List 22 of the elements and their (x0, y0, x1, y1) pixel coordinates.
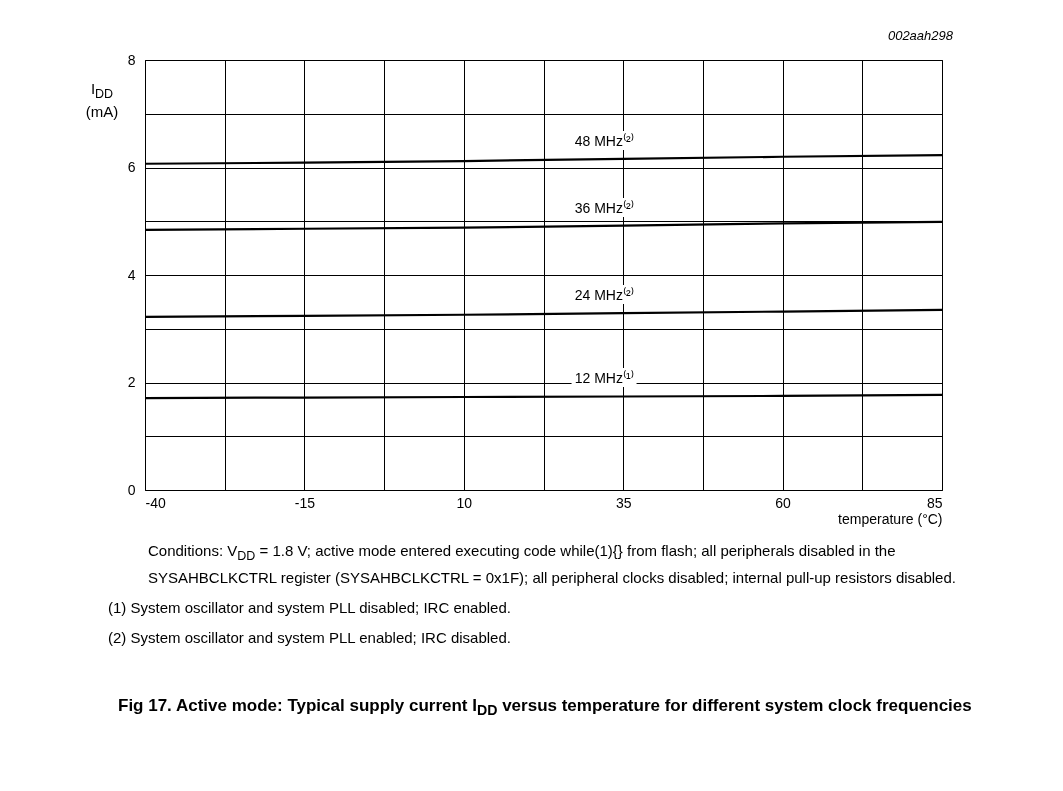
text: Fig 17. Active mode: Typical supply current I$_{DD}$ versus temperature for different system clock frequencies (118, 695, 973, 721)
y-tick-label: 2 (127, 374, 136, 390)
x-tick-label: 60 (775, 494, 792, 511)
x-axis-title: temperature (°C) (838, 510, 943, 527)
y-tick-label: 6 (127, 159, 136, 175)
text: 002aah298 (887, 28, 953, 43)
y-tick-label: 8 (127, 51, 136, 68)
series-label: 48 MHz⁽²⁾ (571, 130, 637, 150)
text: Conditions: V$_{DD}$ = 1.8 V; active mode entered executing code while(1){} from flash; all peripherals disabled in the SYSAHBCLKCTRL register (SYSAHBCLKCTRL = 0x1F); all peripheral clocks disabled; internal pull-up resistors disabled. (148, 541, 957, 588)
x-tick-label: -15 (294, 494, 316, 511)
y-axis-title: I$_{DD}$ (mA) (84, 80, 120, 120)
text: (2) System oscillator and system PLL enabled; IRC disabled. (108, 628, 512, 648)
text: (1) System oscillator and system PLL disabled; IRC enabled. (108, 598, 512, 618)
series-label: 24 MHz⁽²⁾ (571, 285, 637, 305)
series-label: 12 MHz⁽¹⁾ (571, 368, 637, 388)
y-tick-label: 4 (127, 266, 136, 283)
x-tick-label: 35 (615, 494, 632, 511)
x-tick-label: 85 (926, 494, 943, 511)
x-tick-label: 10 (456, 494, 473, 511)
y-tick-label: 0 (127, 481, 136, 498)
series-label: 36 MHz⁽²⁾ (571, 197, 637, 217)
x-tick-label: -40 (145, 494, 166, 511)
